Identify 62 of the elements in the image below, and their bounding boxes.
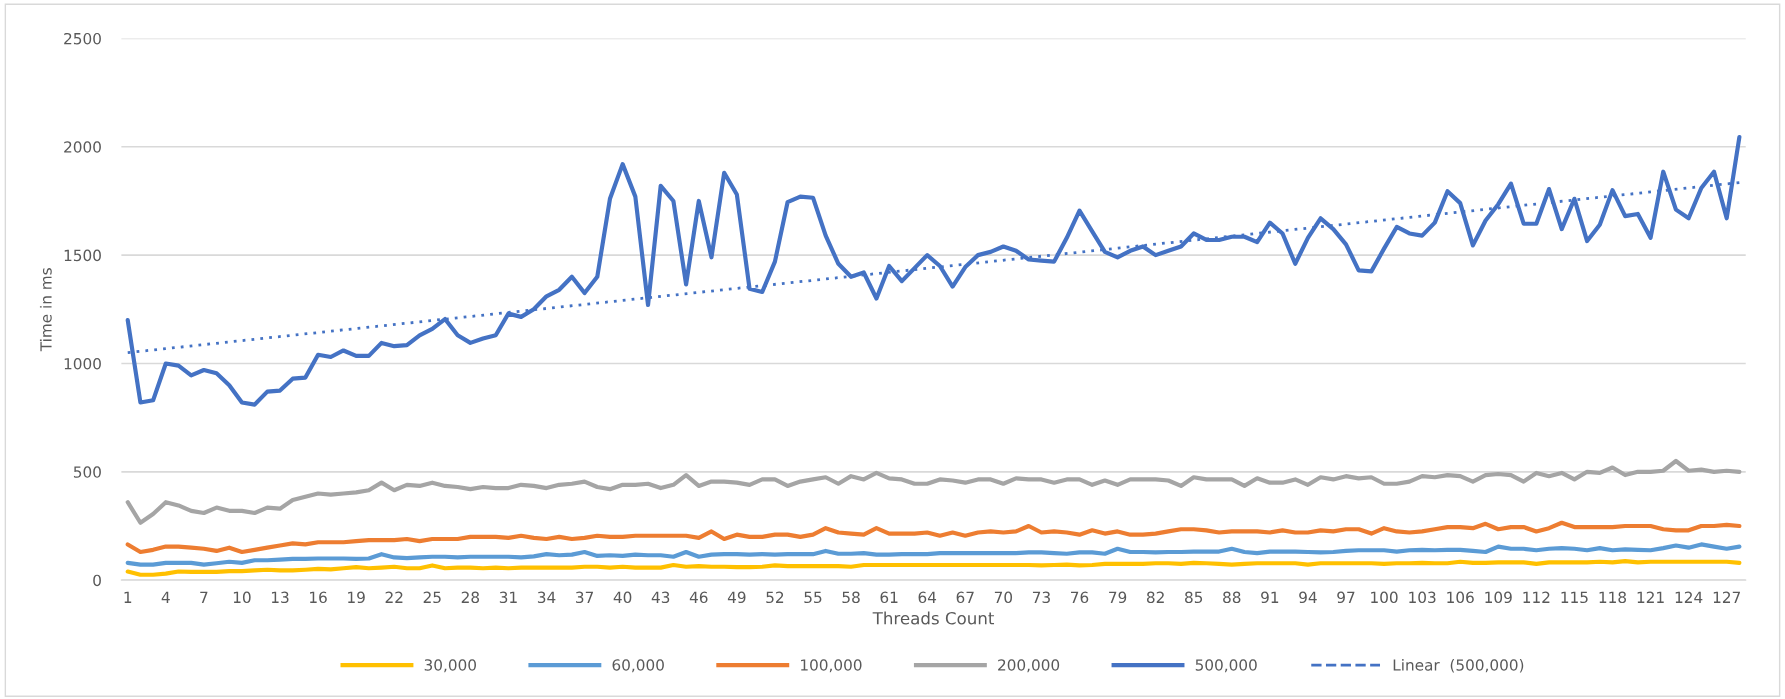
x-tick-label: 28 <box>461 591 480 604</box>
y-tick-label: 500 <box>73 466 101 478</box>
x-tick-label: 64 <box>918 591 937 604</box>
x-tick-label: 121 <box>1637 591 1664 603</box>
x-tick-label: 25 <box>423 591 441 604</box>
y-tick-label: 2000 <box>64 141 101 153</box>
x-tick-label: 73 <box>1032 591 1050 604</box>
y-tick-label: 0 <box>93 574 101 587</box>
line-series <box>125 458 1742 525</box>
x-tick-label: 76 <box>1071 591 1089 604</box>
x-tick-label: 46 <box>689 591 708 604</box>
y-tick-label: 1000 <box>64 357 101 370</box>
x-tick-label: 16 <box>310 591 327 604</box>
x-tick-label: 109 <box>1485 591 1512 604</box>
x-tick-label: 4 <box>161 591 170 603</box>
legend-label: 200,000 <box>998 659 1060 673</box>
x-tick-label: 127 <box>1713 591 1740 603</box>
line-series <box>125 559 1742 577</box>
x-tick-label: 37 <box>576 591 593 604</box>
x-tick-label: 103 <box>1409 591 1436 604</box>
x-tick-label: 85 <box>1185 591 1203 604</box>
x-tick-label: 112 <box>1523 591 1550 603</box>
x-tick-label: 124 <box>1675 591 1703 603</box>
x-tick-label: 31 <box>499 591 517 604</box>
line-series <box>125 542 1742 567</box>
x-tick-label: 52 <box>766 591 784 604</box>
x-tick-label: 97 <box>1337 591 1355 604</box>
x-tick-label: 88 <box>1223 591 1241 604</box>
x-tick-label: 79 <box>1109 591 1127 604</box>
x-tick-label: 7 <box>200 591 208 603</box>
x-tick-label: 61 <box>880 591 898 604</box>
x-tick-label: 43 <box>651 591 670 604</box>
legend-label: 30,000 <box>424 659 476 673</box>
legend-label: Linear (500,000) <box>1393 658 1524 673</box>
x-tick-label: 19 <box>348 591 365 604</box>
x-tick-label: 100 <box>1371 591 1398 604</box>
x-tick-label: 70 <box>994 591 1013 604</box>
x-tick-label: 34 <box>537 591 556 604</box>
x-tick-label: 58 <box>842 591 860 604</box>
x-tick-label: 49 <box>727 591 746 604</box>
x-tick-label: 91 <box>1261 591 1279 604</box>
x-tick-label: 40 <box>613 591 632 604</box>
y-axis-title: Time in ms <box>39 268 52 352</box>
x-tick-label: 106 <box>1447 591 1474 604</box>
x-tick-label: 22 <box>385 591 403 603</box>
x-axis-title: Threads Count <box>872 611 995 625</box>
line-series <box>125 134 1742 407</box>
x-tick-label: 82 <box>1146 591 1164 604</box>
x-tick-label: 55 <box>804 591 822 604</box>
x-tick-label: 115 <box>1561 591 1588 604</box>
x-tick-label: 94 <box>1299 591 1317 604</box>
x-tick-label: 1 <box>124 591 132 603</box>
legend-label: 500,000 <box>1195 659 1257 673</box>
legend-label: 60,000 <box>612 659 664 673</box>
y-tick-label: 1500 <box>64 249 101 262</box>
x-tick-label: 67 <box>956 591 974 604</box>
x-tick-label: 118 <box>1599 591 1627 604</box>
x-tick-label: 10 <box>233 591 251 604</box>
legend-label: 100,000 <box>801 659 862 673</box>
y-tick-label: 2500 <box>64 32 101 45</box>
x-tick-label: 13 <box>271 591 289 604</box>
line-series <box>125 520 1742 555</box>
